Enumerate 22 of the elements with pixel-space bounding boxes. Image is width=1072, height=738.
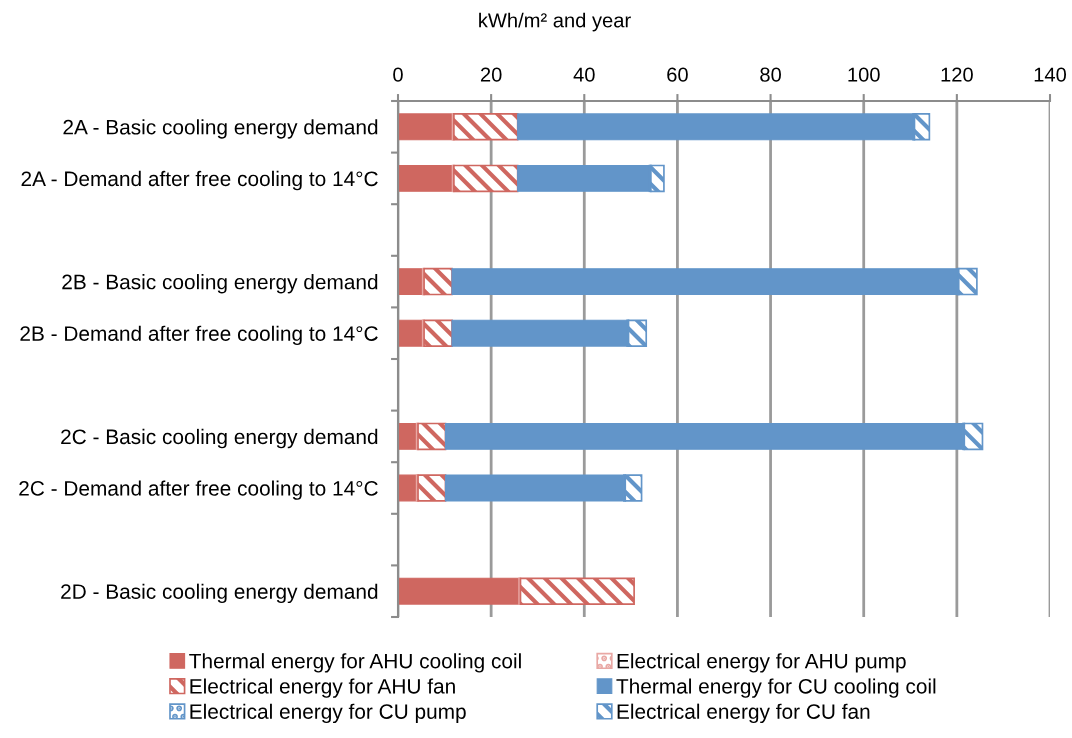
- x-tick-label: 60: [667, 67, 688, 82]
- y-tick-label: 2C - Basic cooling energy demand: [61, 428, 378, 449]
- legend-label: Electrical energy for CU fan: [617, 703, 870, 724]
- legend-label: Electrical energy for AHU fan: [190, 678, 455, 698]
- x-tick-label: 40: [573, 67, 595, 82]
- x-axis-title: kWh/m² and year: [479, 12, 631, 32]
- x-tick-label: 80: [760, 67, 781, 82]
- y-tick-label: 2D - Basic cooling energy demand: [61, 583, 378, 604]
- y-tick-label: 2B - Basic cooling energy demand: [62, 274, 378, 294]
- y-tick-label: 2A - Basic cooling energy demand: [63, 119, 378, 139]
- x-tick-label: 100: [848, 67, 880, 82]
- legend-label: Thermal energy for CU cooling coil: [616, 678, 936, 698]
- y-tick-label: 2B - Demand after free cooling to 14°C: [20, 325, 378, 346]
- x-tick-label: 120: [941, 67, 973, 82]
- x-tick-label: 0: [393, 67, 403, 82]
- legend-label: Electrical energy for CU pump: [190, 703, 466, 724]
- y-tick-label: 2C - Demand after free cooling to 14°C: [19, 480, 378, 500]
- x-tick-label: 20: [480, 67, 502, 82]
- legend-label: Thermal energy for AHU cooling coil: [189, 653, 521, 673]
- x-tick-label: 140: [1034, 67, 1067, 82]
- legend-label: Electrical energy for AHU pump: [617, 653, 906, 673]
- y-tick-label: 2A - Demand after free cooling to 14°C: [21, 170, 378, 191]
